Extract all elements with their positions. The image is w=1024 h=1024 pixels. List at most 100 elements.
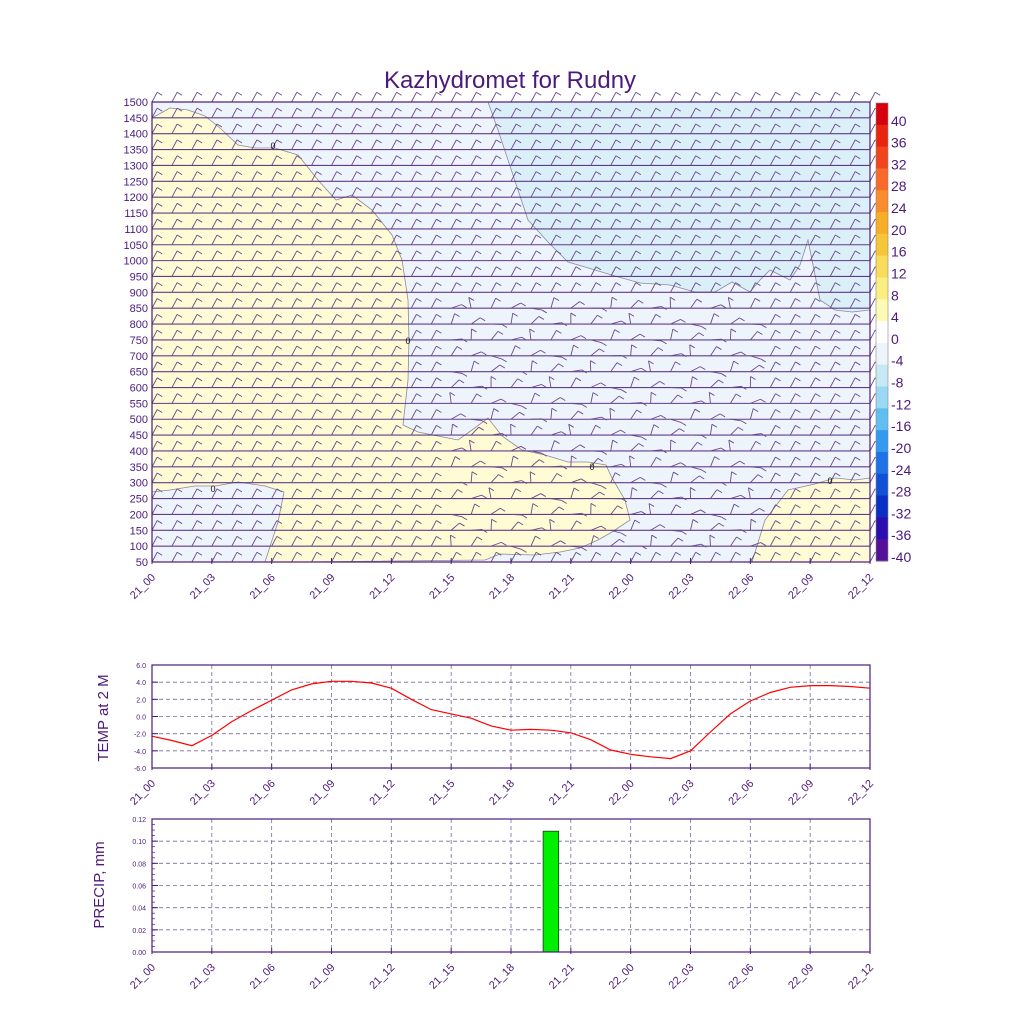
wind-barb-flag (575, 551, 582, 556)
wind-barb (550, 440, 555, 452)
colorbar-label: 28 (891, 178, 907, 194)
wind-barb-flag (176, 187, 183, 191)
wind-barb (370, 187, 377, 198)
wind-barb-flag (640, 476, 646, 481)
contour-label: 0 (270, 141, 275, 151)
x-tick-label: 21_18 (487, 962, 517, 992)
wind-barb (570, 377, 577, 388)
wind-barb-flag (695, 155, 701, 160)
wind-barb (550, 465, 562, 468)
wind-barb (729, 107, 736, 119)
wind-barb (550, 506, 560, 515)
colorbar-label: -12 (891, 396, 911, 412)
wind-barb-flag (795, 456, 801, 461)
wind-barb (530, 203, 537, 214)
wind-barb-flag (835, 488, 841, 493)
wind-barb (670, 203, 677, 214)
wind-barb-flag (775, 488, 781, 493)
wind-barb-flag (748, 487, 754, 492)
wind-barb (789, 393, 796, 404)
wind-barb-flag (735, 91, 741, 96)
wind-barb-flag (176, 107, 183, 112)
temperature-panel: TEMP at 2 M 6.04.02.00.0-2.0-4.0-6.0 21_… (95, 663, 876, 808)
wind-barb-flag (561, 356, 568, 361)
wind-barb-flag (416, 171, 422, 175)
wind-barb-flag (775, 361, 781, 366)
wind-barb (809, 536, 816, 547)
wind-barb-flag (595, 218, 602, 223)
wind-barb (171, 203, 178, 214)
wind-barb-flag (156, 187, 163, 191)
wind-barb-flag (316, 488, 322, 493)
wind-barb-flag (336, 155, 342, 160)
wind-barb (390, 282, 397, 293)
wind-barb-flag (795, 393, 801, 398)
wind-barb (151, 488, 158, 499)
wind-barb (829, 472, 836, 483)
wind-barb-flag (775, 139, 781, 144)
wind-barb-flag (731, 471, 737, 476)
wind-barb-flag (555, 282, 562, 287)
wind-barb (331, 377, 338, 388)
wind-barb-flag (396, 440, 402, 445)
wind-barb (390, 345, 397, 357)
wind-barb (690, 139, 697, 150)
x-tick-label: 22_00 (607, 572, 637, 602)
wind-barb (191, 218, 198, 230)
wind-barb (789, 218, 796, 230)
wind-barb (869, 536, 876, 547)
wind-barb-flag (316, 440, 322, 445)
wind-barb (690, 519, 694, 531)
wind-barb-flag (276, 440, 283, 445)
wind-barb (590, 482, 602, 487)
wind-barb (171, 409, 178, 420)
wind-barb (271, 330, 278, 341)
wind-barb-flag (515, 187, 522, 191)
wind-barb (251, 266, 258, 277)
wind-barb-flag (495, 297, 501, 302)
wind-barb-flag (236, 393, 243, 398)
wind-barb (191, 552, 198, 563)
wind-barb (670, 387, 682, 389)
wind-barb-flag (436, 425, 442, 429)
wind-barb-flag (740, 351, 746, 356)
wind-barb-flag (513, 455, 519, 460)
wind-barb-flag (599, 348, 605, 353)
wind-barb-flag (296, 107, 303, 112)
wind-barb (690, 123, 697, 134)
wind-barb-flag (675, 171, 681, 175)
wind-barb (570, 171, 577, 182)
wind-barb (610, 155, 617, 166)
wind-barb (291, 123, 298, 134)
wind-barb-flag (570, 312, 577, 317)
wind-barb-flag (436, 218, 442, 223)
wind-barb (590, 203, 597, 214)
wind-barb (809, 552, 816, 563)
wind-barb-flag (356, 202, 362, 207)
wind-barb (750, 474, 759, 483)
wind-barb (231, 187, 238, 198)
wind-barb (370, 377, 377, 388)
wind-barb-flag (376, 440, 382, 445)
wind-barb (630, 139, 637, 150)
wind-barb-flag (555, 91, 562, 96)
wind-barb-flag (775, 298, 781, 302)
wind-barb-flag (835, 91, 841, 96)
wind-barb (291, 218, 298, 230)
wind-barb-flag (176, 329, 183, 334)
wind-barb (311, 504, 318, 515)
wind-barb-flag (619, 538, 625, 543)
wind-barb-flag (655, 313, 662, 318)
wind-barb (191, 330, 198, 341)
wind-barb-flag (795, 377, 801, 382)
wind-barb-flag (635, 91, 642, 96)
wind-barb-flag (436, 377, 442, 382)
wind-barb (809, 92, 816, 103)
wind-barb (530, 155, 537, 166)
wind-barb-flag (716, 346, 722, 350)
wind-barb (809, 218, 816, 230)
x-tick-label: 21_15 (427, 962, 457, 992)
wind-barb-flag (316, 551, 322, 556)
wind-barb-flag (356, 298, 362, 302)
